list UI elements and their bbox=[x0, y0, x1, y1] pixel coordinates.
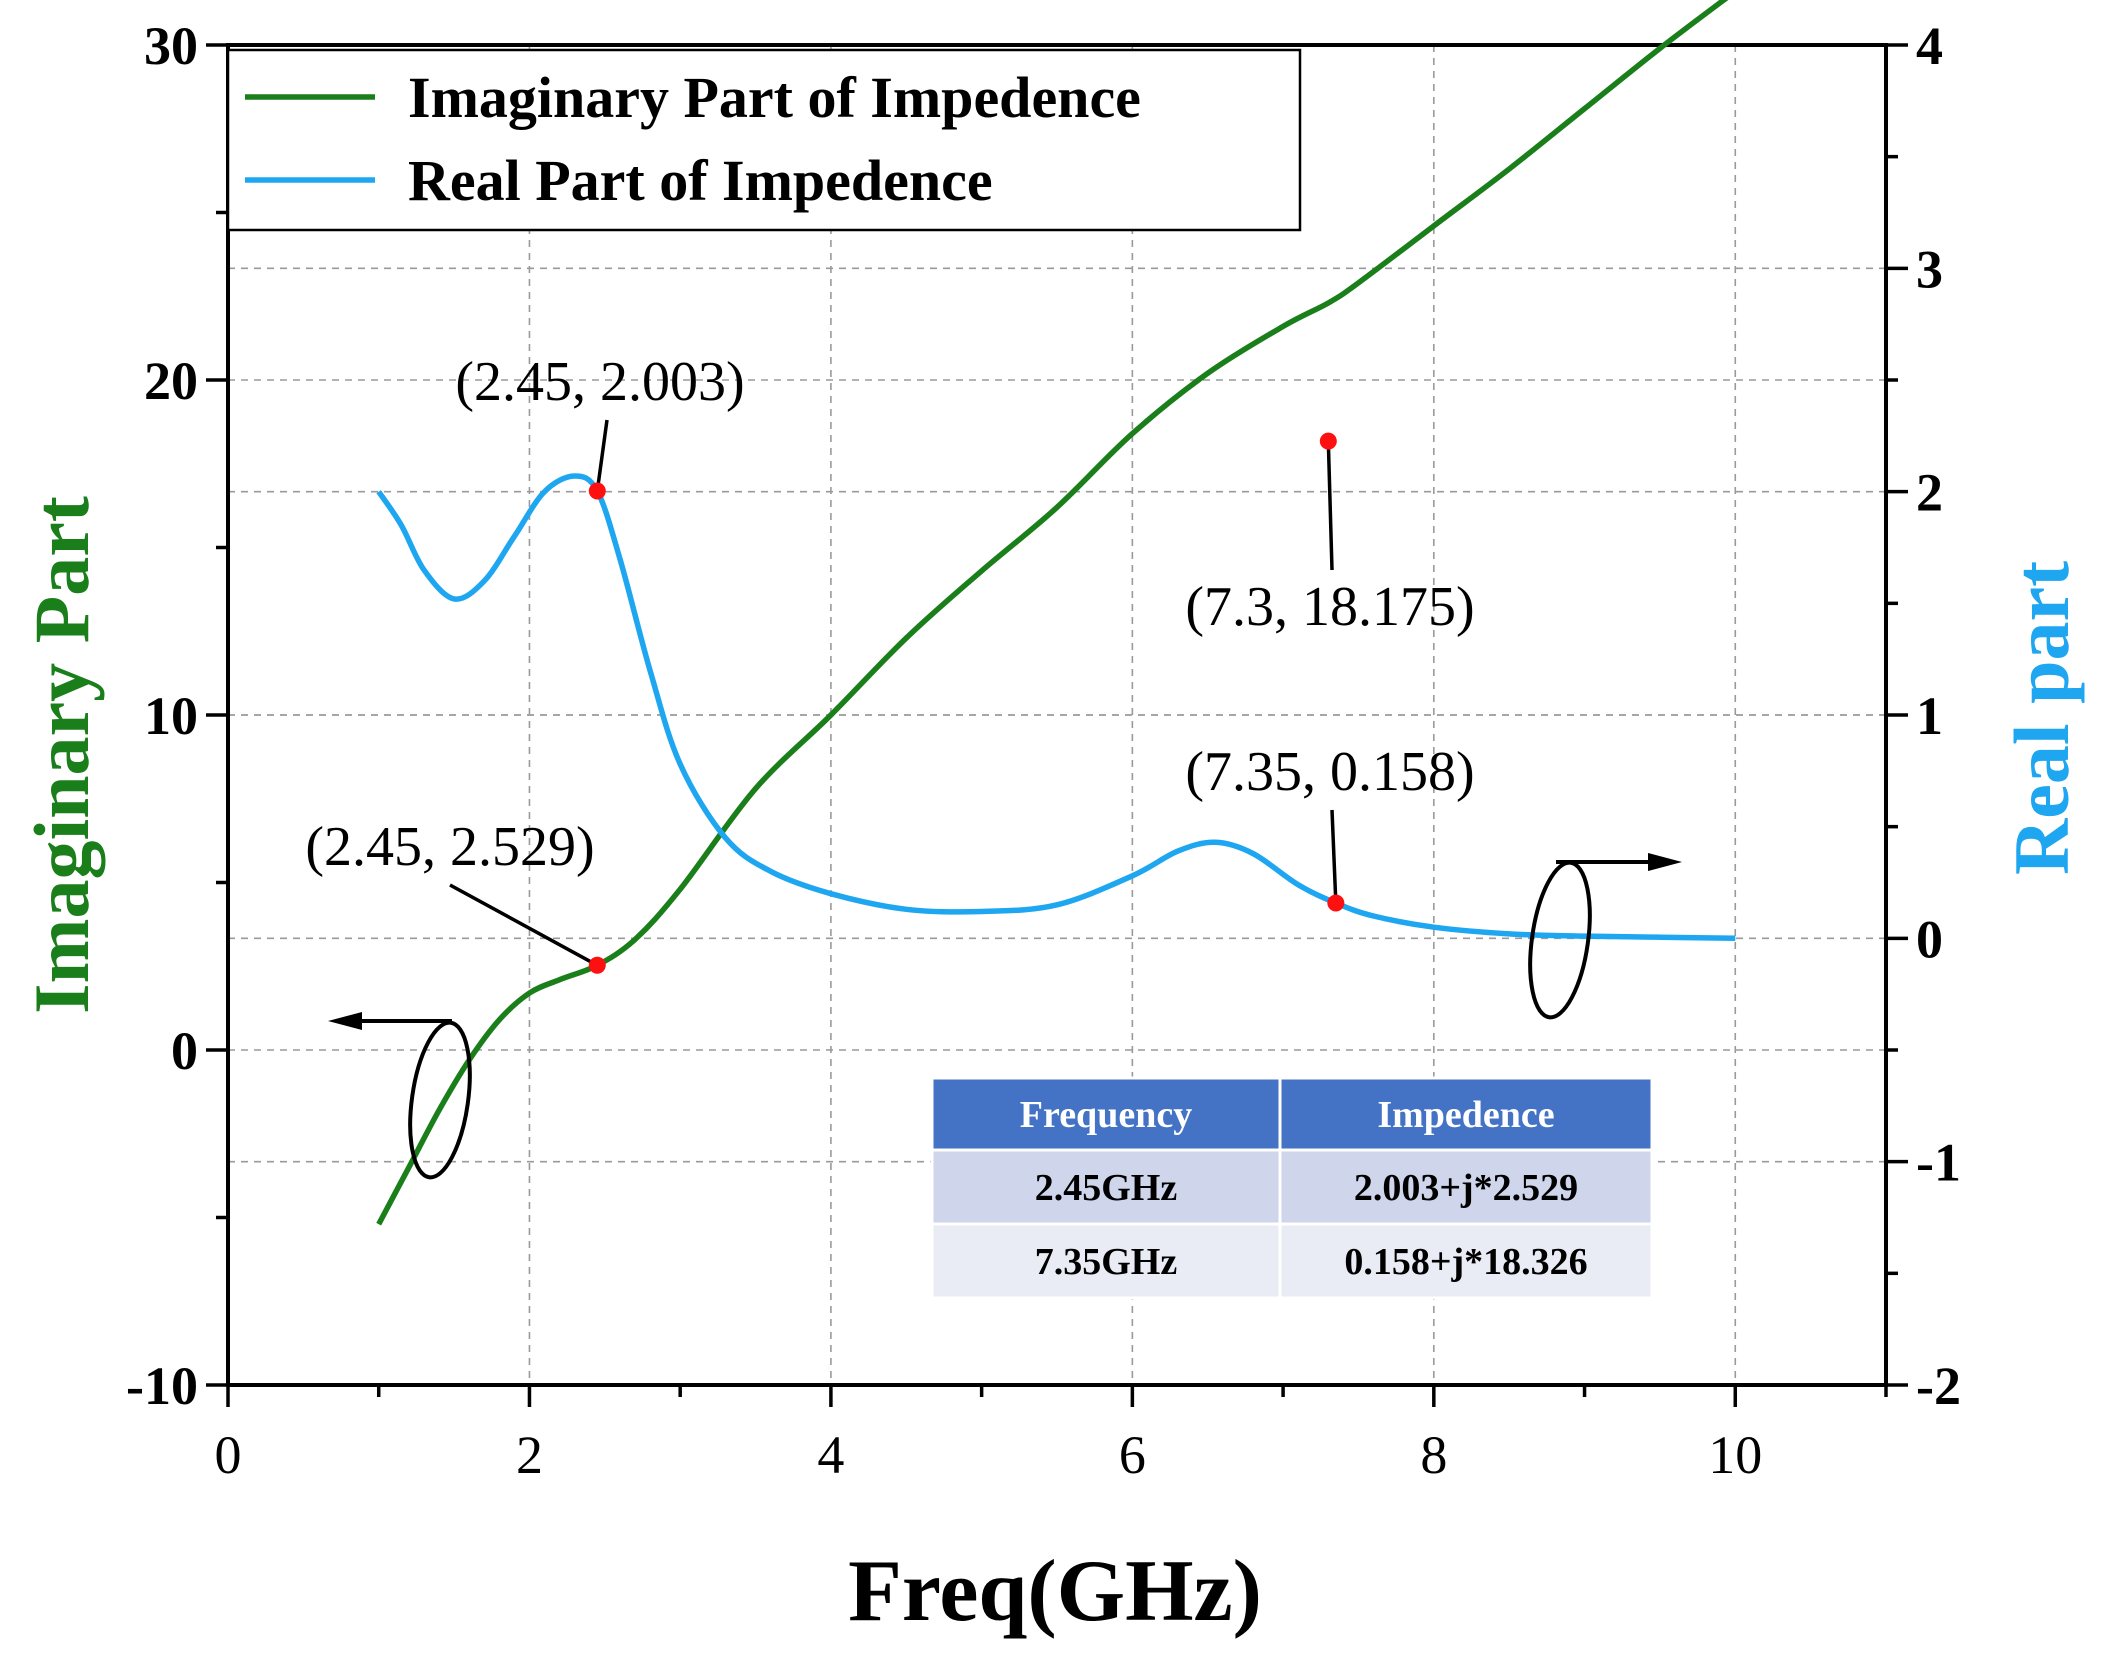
y-left-tick-label: 20 bbox=[144, 351, 198, 411]
table-header-text: Frequency bbox=[1020, 1094, 1192, 1136]
x-tick-label: 6 bbox=[1119, 1425, 1146, 1485]
y-left-tick-label: 30 bbox=[144, 16, 198, 76]
annotation-label: (7.35, 0.158) bbox=[1185, 741, 1474, 803]
annotation-marker bbox=[588, 482, 606, 500]
y-right-tick-label: -1 bbox=[1916, 1133, 1961, 1193]
legend-label-imaginary: Imaginary Part of Impedence bbox=[408, 65, 1141, 130]
axis-indicators bbox=[328, 853, 1682, 1180]
table-cell-text: 2.003+j*2.529 bbox=[1354, 1167, 1578, 1209]
legend: Imaginary Part of Impedence Real Part of … bbox=[226, 48, 1302, 232]
y-left-tick-label: -10 bbox=[126, 1356, 198, 1416]
annotation-leader bbox=[1330, 809, 1338, 904]
annotation-leader bbox=[449, 883, 599, 967]
y-right-tick-label: 0 bbox=[1916, 909, 1943, 969]
legend-box bbox=[226, 48, 1302, 232]
table-cell bbox=[1278, 1222, 1654, 1300]
y-right-tick-label: 4 bbox=[1916, 16, 1943, 76]
table-cell-text: 2.45GHz bbox=[1035, 1167, 1178, 1209]
annotation-marker bbox=[1319, 432, 1337, 450]
y-left-tick-label: 0 bbox=[171, 1021, 198, 1081]
annotation-marker bbox=[588, 956, 606, 974]
annotation-label: (2.45, 2.003) bbox=[455, 351, 744, 413]
x-tick-label: 0 bbox=[215, 1425, 242, 1485]
inset-table: Frequency Impedence 2.45GHz 2.003+j*2.529 7.… bbox=[930, 1076, 1654, 1300]
table-header-text: Impedence bbox=[1377, 1094, 1554, 1136]
annotations: (2.45, 2.529) (7.3, 18.175) (2.45, 2.003) (… bbox=[305, 351, 1475, 974]
right-axis-arrow-head bbox=[1648, 853, 1682, 871]
y-right-tick-label: 1 bbox=[1916, 686, 1943, 746]
table-cell-text: 7.35GHz bbox=[1035, 1241, 1178, 1283]
x-tick-label: 8 bbox=[1420, 1425, 1447, 1485]
y-left-tick-label: 10 bbox=[144, 686, 198, 746]
y-right-tick-label: 3 bbox=[1916, 239, 1943, 299]
annotation-leader bbox=[1326, 441, 1334, 571]
y-axis-right-title: Real part bbox=[1998, 561, 2085, 875]
legend-label-real: Real Part of Impedence bbox=[408, 148, 993, 213]
x-axis-title: Freq(GHz) bbox=[848, 1543, 1262, 1640]
y-right-tick-label: 2 bbox=[1916, 463, 1943, 523]
left-axis-arrow-head bbox=[328, 1012, 362, 1030]
annotation-leader bbox=[595, 419, 609, 492]
series bbox=[376, 0, 1736, 1226]
y-axis-left-title: Imaginary Part bbox=[18, 496, 105, 1014]
x-tick-label: 2 bbox=[516, 1425, 543, 1485]
annotation-label: (2.45, 2.529) bbox=[305, 816, 594, 878]
table-cell-text: 0.158+j*18.326 bbox=[1344, 1241, 1587, 1283]
left-axis-ellipse bbox=[408, 1020, 472, 1180]
right-axis-ellipse bbox=[1528, 860, 1592, 1020]
series-line-real bbox=[376, 473, 1736, 942]
annotation-marker bbox=[1327, 894, 1345, 912]
x-tick-label: 10 bbox=[1708, 1425, 1762, 1485]
y-right-tick-label: -2 bbox=[1916, 1356, 1961, 1416]
x-tick-label: 4 bbox=[817, 1425, 844, 1485]
annotation-label: (7.3, 18.175) bbox=[1185, 576, 1474, 638]
table-cell bbox=[1278, 1148, 1654, 1226]
series-line-imaginary bbox=[376, 0, 1729, 1226]
table-cell bbox=[930, 1222, 1282, 1300]
